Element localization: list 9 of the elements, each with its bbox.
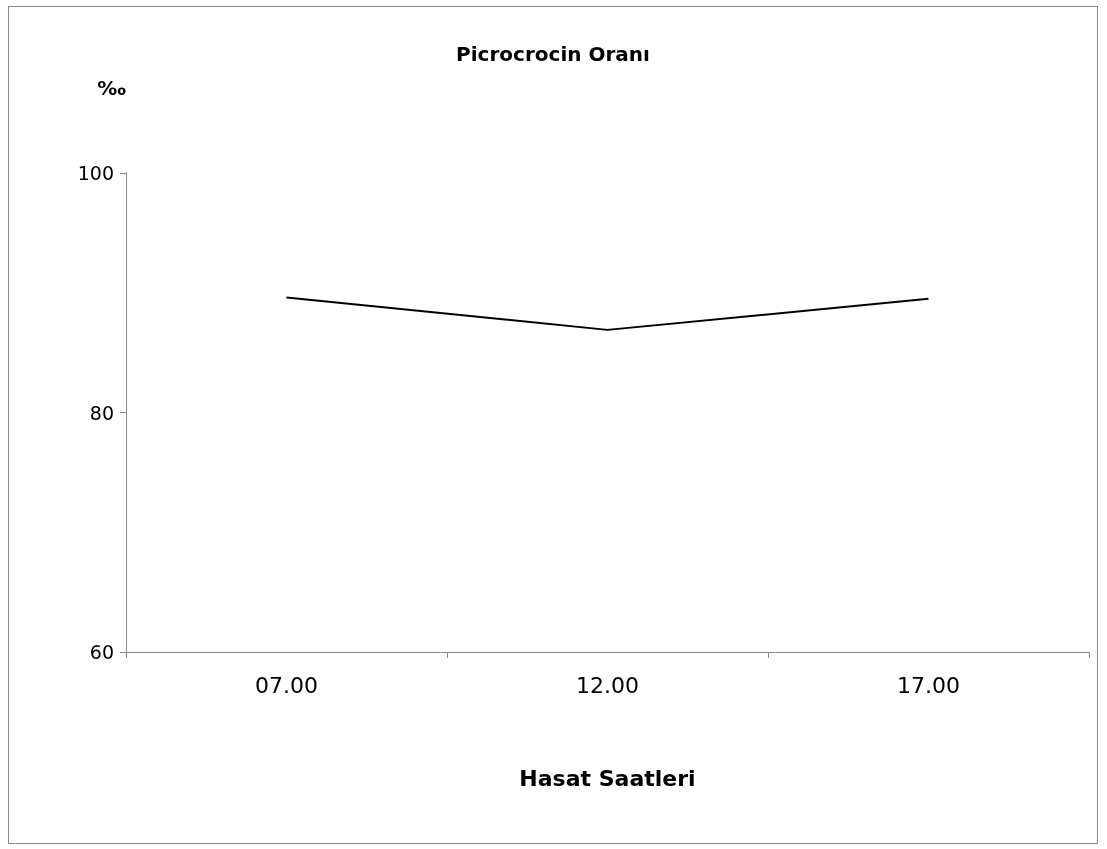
y-tick-label: 100 [77,162,114,184]
chart-title: Picrocrocin Oranı [456,42,650,66]
x-tick-label: 07.00 [255,672,318,698]
y-axis-title: ‰ [97,76,127,100]
y-tick-label: 60 [89,641,114,663]
x-axis-title: Hasat Saatleri [519,765,696,791]
x-tick-label: 17.00 [897,672,960,698]
y-tick-label: 80 [89,401,114,424]
x-tick-label: 12.00 [576,672,639,698]
